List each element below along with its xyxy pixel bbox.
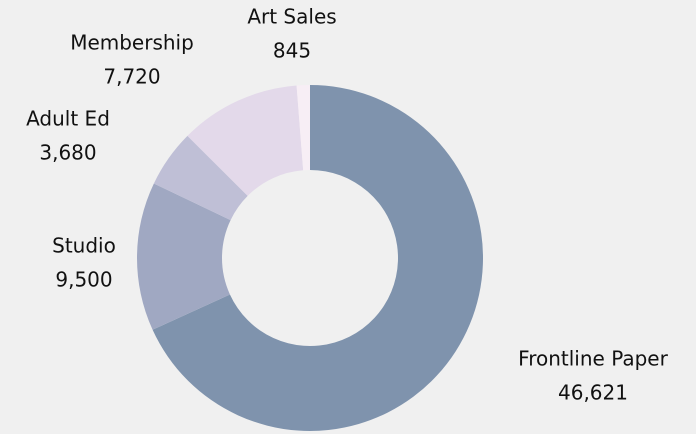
slice-label: Art Sales bbox=[247, 5, 336, 29]
slice-value: 9,500 bbox=[55, 268, 112, 292]
slice-value: 46,621 bbox=[558, 381, 628, 405]
slice-label: Membership bbox=[70, 31, 194, 55]
donut-slice bbox=[152, 85, 484, 432]
slice-label: Adult Ed bbox=[26, 107, 110, 131]
slice-value: 7,720 bbox=[103, 65, 160, 89]
slice-label: Frontline Paper bbox=[518, 347, 668, 371]
donut-slice bbox=[296, 85, 310, 171]
slice-value: 845 bbox=[273, 39, 311, 63]
donut-slice bbox=[136, 183, 231, 330]
slice-label: Studio bbox=[52, 234, 116, 258]
donut-slice bbox=[187, 85, 304, 196]
slice-value: 3,680 bbox=[39, 141, 96, 165]
donut-slice bbox=[153, 135, 248, 221]
